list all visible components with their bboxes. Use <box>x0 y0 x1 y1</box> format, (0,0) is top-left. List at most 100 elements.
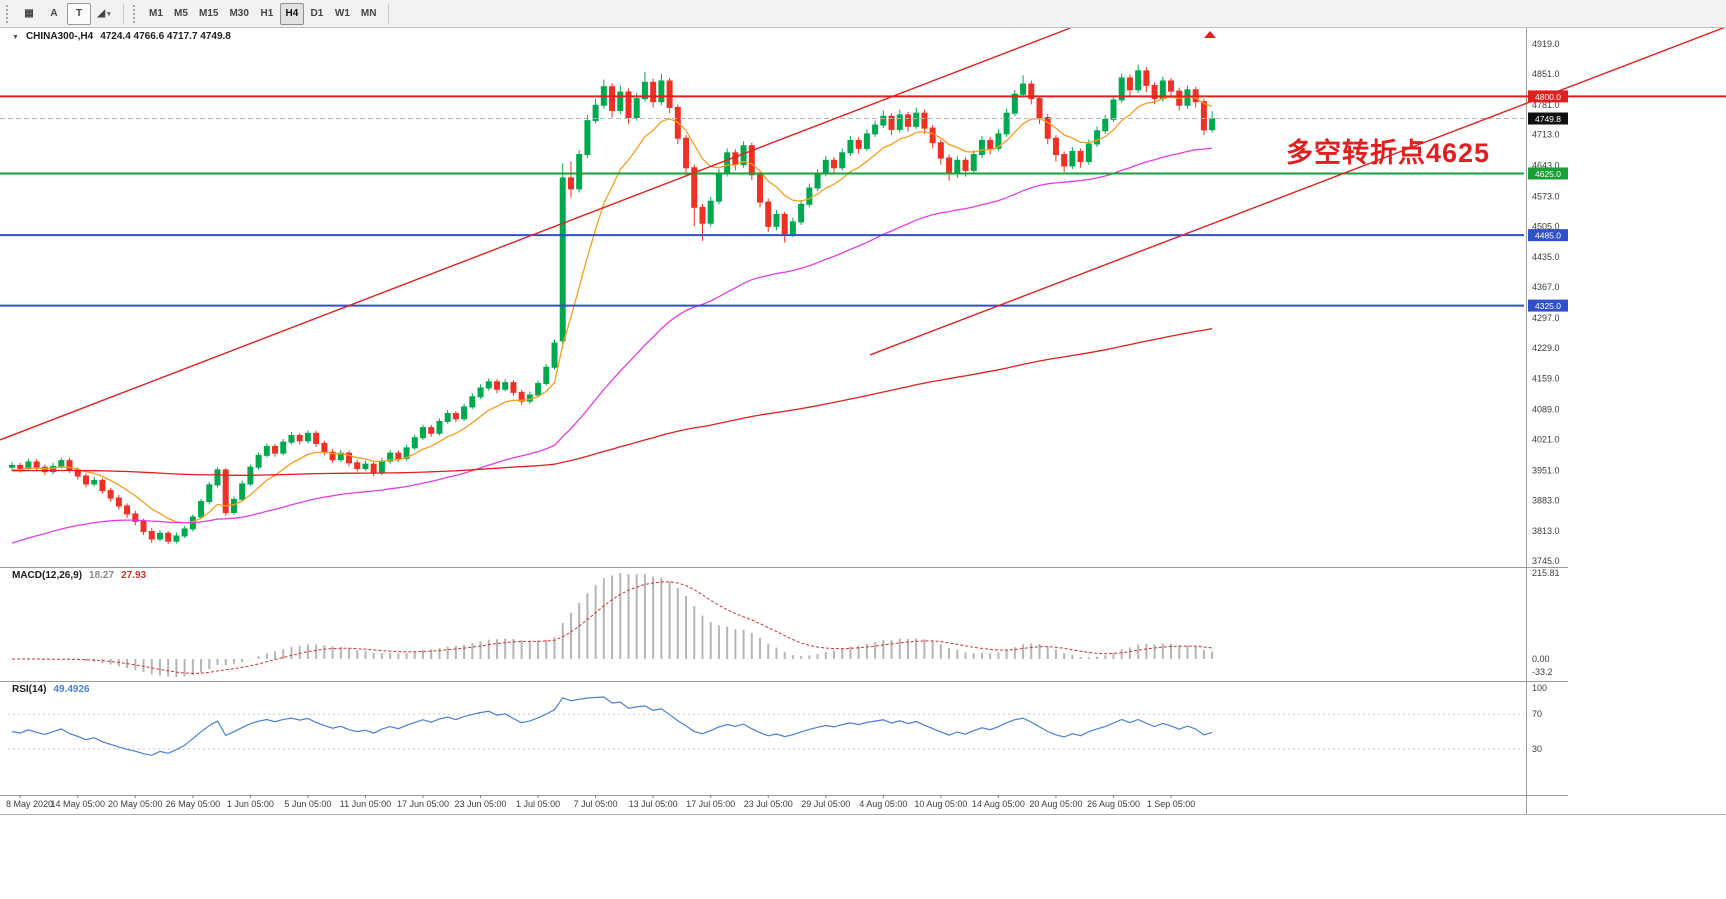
svg-text:3951.0: 3951.0 <box>1532 465 1560 475</box>
timeframe-button-h4[interactable]: H4 <box>279 2 304 25</box>
ohlc-values: 4724.4 4766.6 4717.7 4749.8 <box>100 31 231 42</box>
svg-text:20 May 05:00: 20 May 05:00 <box>108 799 163 809</box>
toolbar-grip[interactable] <box>6 4 11 23</box>
svg-text:7 Jul 05:00: 7 Jul 05:00 <box>574 799 618 809</box>
toolbar-icons: ▦ A T ◢ ▾ <box>17 2 116 25</box>
svg-text:215.81: 215.81 <box>1532 568 1560 578</box>
price-badge <box>1528 167 1568 180</box>
svg-text:26 Aug 05:00: 26 Aug 05:00 <box>1087 799 1140 809</box>
svg-text:5 Jun 05:00: 5 Jun 05:00 <box>284 799 331 809</box>
timeframe-button-d1[interactable]: D1 <box>310 8 324 19</box>
toolbar-separator <box>123 3 124 24</box>
svg-text:14 May 05:00: 14 May 05:00 <box>50 799 105 809</box>
rsi-panel-title: RSI(14) 49.4926 <box>12 684 90 695</box>
price-badge <box>1528 112 1568 125</box>
svg-text:100: 100 <box>1532 683 1547 693</box>
annotation-text: 多空转折点4625 <box>1286 138 1491 168</box>
price-badge <box>1528 229 1568 242</box>
ma-mid-line <box>11 147 1213 544</box>
svg-text:3745.0: 3745.0 <box>1532 556 1560 566</box>
toolbar-separator-2 <box>388 3 390 24</box>
symbol-timeframe-label: CHINA300-,H4 <box>25 31 94 42</box>
timeframe-button-m1[interactable]: M1 <box>149 8 163 19</box>
timeframe-button-m15[interactable]: M15 <box>199 8 219 19</box>
svg-text:0.00: 0.00 <box>1532 654 1550 664</box>
price-badge <box>1528 90 1568 103</box>
svg-text:4919.0: 4919.0 <box>1532 39 1560 49</box>
svg-text:4625.0: 4625.0 <box>1535 169 1561 179</box>
svg-text:17 Jul 05:00: 17 Jul 05:00 <box>686 799 735 809</box>
macd-main-value: 18.27 <box>89 570 115 581</box>
timeframe-button-mn[interactable]: MN <box>360 8 377 19</box>
ma-slow-line <box>12 328 1213 476</box>
macd-histogram <box>19 573 1214 677</box>
svg-text:4505.0: 4505.0 <box>1532 221 1560 231</box>
price-badge <box>1528 299 1568 312</box>
svg-text:20 Aug 05:00: 20 Aug 05:00 <box>1029 799 1082 809</box>
svg-text:4643.0: 4643.0 <box>1532 161 1560 171</box>
svg-text:30: 30 <box>1532 744 1542 754</box>
svg-text:4089.0: 4089.0 <box>1532 405 1560 415</box>
price-chart-svg[interactable]: 4919.0 4851.0 4781.0 4713.0 4643.0 4573.0 4505… <box>0 28 1726 899</box>
svg-text:11 Jun 05:00: 11 Jun 05:00 <box>340 799 391 809</box>
svg-text:4297.0: 4297.0 <box>1532 313 1560 323</box>
macd-signal-value: 27.93 <box>121 570 147 581</box>
timeframe-group: M1 M5 M15 M30 H1 H4 D1 W1 MN <box>144 2 381 25</box>
timeframe-button-m5[interactable]: M5 <box>174 8 188 19</box>
svg-text:29 Jul 05:00: 29 Jul 05:00 <box>801 799 850 809</box>
svg-text:13 Jul 05:00: 13 Jul 05:00 <box>629 799 678 809</box>
svg-text:1 Jul 05:00: 1 Jul 05:00 <box>516 799 560 809</box>
svg-text:4367.0: 4367.0 <box>1532 282 1560 292</box>
text-tool-icon[interactable]: T <box>67 2 91 25</box>
svg-text:4800.0: 4800.0 <box>1535 92 1561 102</box>
svg-text:4325.0: 4325.0 <box>1535 301 1561 311</box>
svg-text:4435.0: 4435.0 <box>1532 252 1560 262</box>
svg-text:-33.2: -33.2 <box>1532 667 1553 677</box>
chart-area[interactable]: 4919.0 4851.0 4781.0 4713.0 4643.0 4573.0 4505… <box>0 28 1726 899</box>
rsi-label: RSI(14) <box>12 684 47 695</box>
top-toolbar: ▦ A T ◢ ▾ M1 M5 M15 M30 H1 H4 D1 W1 MN <box>0 0 1726 28</box>
dropdown-caret-icon: ▾ <box>107 10 111 18</box>
svg-text:23 Jun 05:00: 23 Jun 05:00 <box>455 799 507 809</box>
rsi-line <box>11 696 1213 756</box>
svg-text:1 Jun 05:00: 1 Jun 05:00 <box>227 799 274 809</box>
svg-text:4229.0: 4229.0 <box>1532 343 1560 353</box>
chart-grid-icon[interactable]: ▦ <box>24 8 34 19</box>
macd-label: MACD(12,26,9) <box>12 570 83 581</box>
timeframe-toolbar-grip[interactable] <box>133 4 138 23</box>
ma-fast-line <box>11 96 1213 524</box>
svg-text:14 Aug 05:00: 14 Aug 05:00 <box>972 799 1025 809</box>
svg-text:3883.0: 3883.0 <box>1532 495 1560 505</box>
timeframe-button-w1[interactable]: W1 <box>334 8 350 19</box>
shapes-tool-icon[interactable]: ◢ ▾ <box>97 8 111 19</box>
svg-text:4021.0: 4021.0 <box>1532 434 1560 444</box>
text-label-a-icon[interactable]: A <box>50 8 58 19</box>
candlestick-series <box>9 64 1216 545</box>
svg-text:4573.0: 4573.0 <box>1532 191 1560 201</box>
svg-text:4781.0: 4781.0 <box>1532 100 1560 110</box>
timeframe-button-h1[interactable]: H1 <box>260 8 274 19</box>
svg-text:10 Aug 05:00: 10 Aug 05:00 <box>914 799 967 809</box>
arrow-marker[interactable] <box>1204 31 1216 38</box>
rsi-value: 49.4926 <box>53 684 90 695</box>
main-chart-title: ▼ CHINA300-,H4 4724.4 4766.6 4717.7 4749… <box>12 31 231 42</box>
svg-text:26 May 05:00: 26 May 05:00 <box>166 799 221 809</box>
svg-text:8 May 2020: 8 May 2020 <box>6 799 53 809</box>
svg-text:4749.8: 4749.8 <box>1535 114 1561 124</box>
chart-menu-arrow-icon[interactable]: ▼ <box>12 34 19 41</box>
svg-text:4 Aug 05:00: 4 Aug 05:00 <box>859 799 907 809</box>
svg-text:70: 70 <box>1532 709 1542 719</box>
macd-signal-line <box>12 581 1213 674</box>
svg-text:4485.0: 4485.0 <box>1535 231 1561 241</box>
timeframe-button-m30[interactable]: M30 <box>229 8 249 19</box>
svg-text:1 Sep 05:00: 1 Sep 05:00 <box>1147 799 1196 809</box>
svg-text:23 Jul 05:00: 23 Jul 05:00 <box>744 799 793 809</box>
svg-text:3813.0: 3813.0 <box>1532 526 1560 536</box>
svg-text:4851.0: 4851.0 <box>1532 69 1560 79</box>
svg-text:4713.0: 4713.0 <box>1532 130 1560 140</box>
svg-text:4159.0: 4159.0 <box>1532 374 1560 384</box>
macd-panel-title: MACD(12,26,9) 18.27 27.93 <box>12 570 146 581</box>
svg-text:17 Jun 05:00: 17 Jun 05:00 <box>397 799 449 809</box>
